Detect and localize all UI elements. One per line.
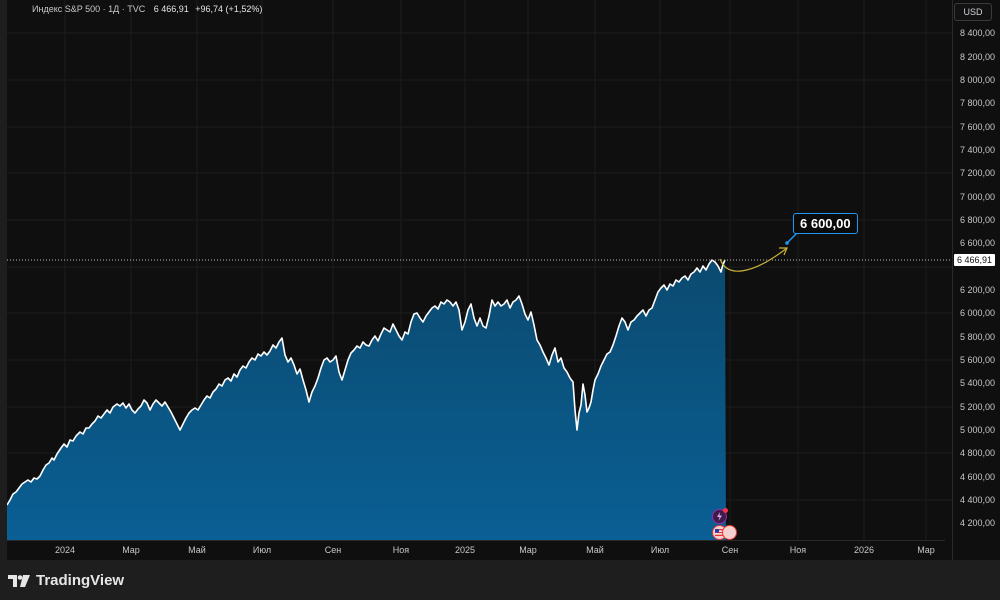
tradingview-logo[interactable]: TradingView	[8, 572, 124, 589]
time-axis-label: 2025	[454, 545, 476, 555]
time-axis-label: Сен	[324, 545, 342, 555]
price-axis-label: 8 400,00	[959, 28, 995, 38]
chart-frame	[7, 0, 1000, 560]
symbol-legend[interactable]: Индекс S&P 500 · 1Д · TVC 6 466,91 +96,7…	[32, 4, 262, 14]
target-arrow-head	[779, 247, 788, 256]
time-axis-label: Май	[586, 545, 604, 555]
price-axis-label: 6 000,00	[959, 308, 995, 318]
us-flag-icon	[715, 529, 724, 536]
last-value: 6 466,91	[153, 4, 189, 14]
price-axis-label: 5 600,00	[959, 355, 995, 365]
price-axis-labels: 8 400,00 8 200,00 8 000,00 7 800,00 7 600,00…	[945, 0, 1000, 540]
price-line	[7, 259, 726, 506]
price-axis-label: 8 000,00	[959, 75, 995, 85]
tradingview-logo-icon	[8, 574, 30, 587]
price-axis-label: 7 800,00	[959, 98, 995, 108]
price-axis-label: 5 800,00	[959, 332, 995, 342]
brand-name: TradingView	[36, 572, 125, 589]
price-axis-label: 5 000,00	[959, 425, 995, 435]
price-axis-label: 5 200,00	[959, 402, 995, 412]
target-arrow	[719, 247, 788, 272]
us-economic-event-icon-2[interactable]	[722, 525, 737, 540]
price-axis-label: 7 400,00	[959, 145, 995, 155]
last-price-tag: 6 466,91	[954, 254, 996, 266]
price-axis-label: 7 600,00	[959, 122, 995, 132]
price-axis-label: 4 200,00	[959, 518, 995, 528]
price-area	[7, 260, 726, 540]
symbol-title: Индекс S&P 500 · 1Д · TVC	[32, 4, 146, 14]
target-price-callout[interactable]: 6 600,00	[793, 213, 858, 234]
time-axis-label: Ноя	[789, 545, 807, 555]
time-axis-label: 2026	[853, 545, 875, 555]
lightning-icon	[717, 512, 722, 521]
time-axis-label: Июл	[252, 545, 272, 555]
callout-anchor	[785, 241, 789, 245]
chart-plot-area[interactable]	[7, 0, 952, 540]
change-value: +96,74 (+1,52%)	[195, 4, 263, 14]
price-axis-label: 6 800,00	[959, 215, 995, 225]
price-axis-label: 7 000,00	[959, 192, 995, 202]
footer	[0, 560, 1000, 600]
price-axis-label: 6 600,00	[959, 238, 995, 248]
price-axis-label: 4 800,00	[959, 448, 995, 458]
time-axis-label: Мар	[122, 545, 140, 555]
price-axis-label: 6 200,00	[959, 285, 995, 295]
callout-pointer	[786, 232, 798, 244]
time-axis[interactable]: 2024 Мар Май Июл Сен Ноя 2025 Мар Май Июл Сен Ноя 20…	[7, 540, 945, 561]
notification-dot	[723, 508, 728, 513]
price-axis-label: 8 200,00	[959, 52, 995, 62]
time-axis-label: Июл	[650, 545, 670, 555]
time-axis-label: Мар	[917, 545, 935, 555]
price-axis-label: 7 200,00	[959, 168, 995, 178]
price-axis-label: 4 600,00	[959, 472, 995, 482]
currency-button[interactable]: USD	[954, 3, 992, 21]
time-axis-label: Сен	[721, 545, 739, 555]
time-axis-label: Май	[188, 545, 206, 555]
price-axis[interactable]	[952, 0, 1000, 560]
price-axis-label: 5 400,00	[959, 378, 995, 388]
price-axis-label: 4 400,00	[959, 495, 995, 505]
time-axis-label: 2024	[54, 545, 76, 555]
time-axis-label: Мар	[519, 545, 537, 555]
earnings-event-icon[interactable]	[712, 508, 728, 524]
time-axis-label: Ноя	[392, 545, 410, 555]
